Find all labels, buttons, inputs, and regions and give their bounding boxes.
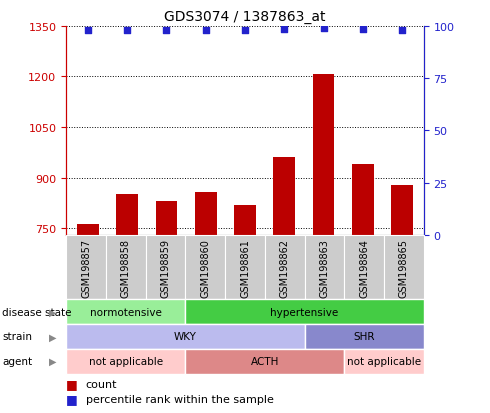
Bar: [313, 75, 334, 235]
Point: [241, 28, 249, 34]
Point: [319, 26, 327, 32]
Text: GSM198858: GSM198858: [121, 238, 131, 297]
Text: ▶: ▶: [49, 332, 56, 342]
Text: not applicable: not applicable: [89, 356, 163, 366]
Point: [280, 27, 288, 33]
Text: ▶: ▶: [49, 356, 56, 366]
Point: [202, 28, 210, 34]
Text: ■: ■: [66, 392, 78, 405]
Text: strain: strain: [2, 332, 32, 342]
Text: ■: ■: [66, 377, 78, 391]
Text: percentile rank within the sample: percentile rank within the sample: [86, 394, 273, 404]
Text: GSM198859: GSM198859: [161, 238, 171, 297]
Text: GSM198861: GSM198861: [240, 239, 250, 297]
Bar: [195, 192, 217, 235]
Text: ACTH: ACTH: [251, 356, 279, 366]
Bar: [352, 165, 374, 235]
Text: ▶: ▶: [49, 307, 56, 317]
Bar: [234, 205, 256, 235]
Bar: [155, 202, 177, 235]
Bar: [77, 225, 98, 235]
Bar: [116, 194, 138, 235]
Text: WKY: WKY: [174, 332, 197, 342]
Text: SHR: SHR: [353, 332, 375, 342]
Text: hypertensive: hypertensive: [270, 307, 339, 317]
Text: GSM198857: GSM198857: [81, 238, 91, 297]
Bar: [273, 158, 295, 235]
Point: [163, 28, 171, 34]
Text: normotensive: normotensive: [90, 307, 162, 317]
Text: GSM198865: GSM198865: [399, 238, 409, 297]
Text: not applicable: not applicable: [347, 356, 421, 366]
Text: count: count: [86, 379, 117, 389]
Point: [84, 28, 92, 34]
Text: GSM198864: GSM198864: [359, 239, 369, 297]
Text: disease state: disease state: [2, 307, 72, 317]
Text: agent: agent: [2, 356, 32, 366]
Point: [398, 28, 406, 34]
Text: GSM198862: GSM198862: [280, 238, 290, 297]
Bar: [392, 185, 413, 235]
Point: [359, 27, 367, 33]
Text: GDS3074 / 1387863_at: GDS3074 / 1387863_at: [164, 10, 326, 24]
Text: GSM198860: GSM198860: [200, 239, 210, 297]
Text: GSM198863: GSM198863: [319, 239, 329, 297]
Point: [123, 28, 131, 34]
